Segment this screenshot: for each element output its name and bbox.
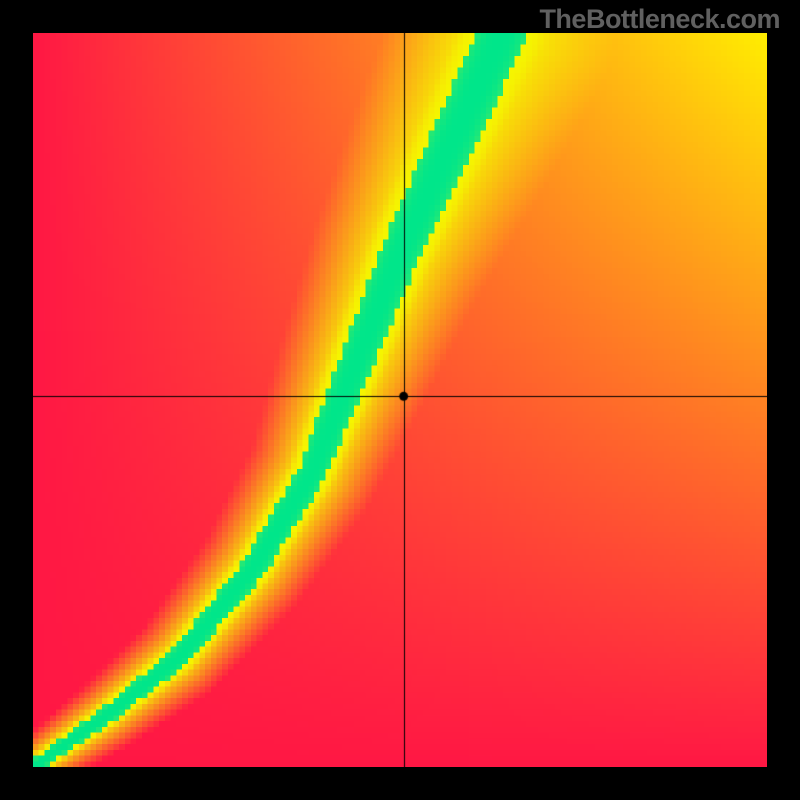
chart-container: TheBottleneck.com bbox=[0, 0, 800, 800]
watermark-text: TheBottleneck.com bbox=[539, 4, 780, 35]
crosshair-overlay bbox=[33, 33, 767, 767]
